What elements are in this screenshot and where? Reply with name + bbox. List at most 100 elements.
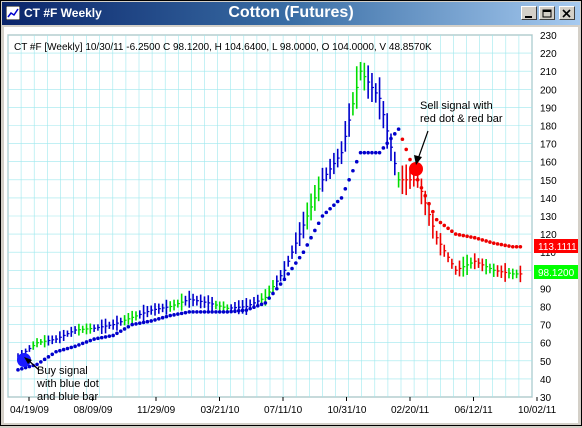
stop-dot xyxy=(431,209,435,214)
y-tick-label: 210 xyxy=(540,67,557,78)
stop-dot xyxy=(271,291,275,296)
stop-dot xyxy=(316,221,321,226)
stop-dot xyxy=(145,319,150,324)
price-bars xyxy=(17,61,523,362)
stop-dot xyxy=(392,132,397,136)
stop-dot xyxy=(20,366,24,371)
sell-annotation-line-1: Sell signal with xyxy=(420,100,493,112)
stop-dot xyxy=(61,347,66,352)
stop-dot xyxy=(103,335,108,339)
stop-dot xyxy=(419,185,424,190)
stop-dot xyxy=(305,243,310,247)
y-tick-label: 220 xyxy=(540,49,557,60)
x-tick-label: 10/31/10 xyxy=(328,405,367,416)
stop-dot xyxy=(385,141,389,146)
stop-dot xyxy=(202,310,207,314)
minimize-button[interactable] xyxy=(521,6,537,20)
stop-dot xyxy=(92,337,96,341)
maximize-button[interactable] xyxy=(539,6,555,20)
stop-dot xyxy=(332,203,336,207)
stop-dot xyxy=(476,237,481,241)
stop-dot xyxy=(157,317,161,321)
y-tick-label: 40 xyxy=(540,375,552,386)
chart-title: Cotton (Futures) xyxy=(228,4,354,21)
stop-dot xyxy=(244,308,249,312)
stop-dot xyxy=(240,308,245,313)
stop-price-text: 113.1111 xyxy=(538,242,577,253)
stop-dot xyxy=(54,349,58,354)
stop-dot xyxy=(73,344,77,349)
x-tick-label: 04/19/09 xyxy=(10,405,49,416)
stop-dot xyxy=(50,352,55,357)
x-tick-label: 02/20/11 xyxy=(391,405,430,416)
stop-dot xyxy=(510,244,515,249)
chart-plot-area[interactable]: 3040506070809010011012013014015016017018… xyxy=(4,27,578,423)
y-tick-label: 110 xyxy=(540,248,556,259)
stop-dot xyxy=(122,327,127,331)
buy-signal-annotation: Buy signal with blue dot and blue bar xyxy=(17,353,99,403)
sell-signal-dot xyxy=(409,162,423,176)
stop-dot xyxy=(297,255,302,260)
x-tick-label: 03/21/10 xyxy=(201,405,240,416)
stop-dot xyxy=(267,296,271,300)
stop-dot xyxy=(343,187,348,191)
stop-dot xyxy=(229,309,233,314)
stop-dot xyxy=(495,242,500,246)
y-tick-label: 160 xyxy=(540,158,557,169)
stop-dot xyxy=(423,193,428,198)
minimize-icon xyxy=(525,16,532,18)
stop-dot xyxy=(484,239,488,243)
stop-dot xyxy=(130,322,134,327)
maximize-icon xyxy=(542,9,552,18)
current-price-text: 98.1200 xyxy=(538,268,575,279)
stop-dot xyxy=(141,320,146,325)
stop-dot xyxy=(415,178,420,182)
stop-dot xyxy=(217,310,222,314)
stop-dot xyxy=(469,235,473,239)
stop-dot xyxy=(183,310,188,315)
y-tick-label: 230 xyxy=(540,31,557,42)
stop-dot xyxy=(335,199,340,204)
stop-dot xyxy=(16,368,20,372)
title-bar[interactable]: CT #F Weekly Cotton (Futures) xyxy=(2,2,580,25)
stop-dot xyxy=(236,309,241,313)
stop-dot xyxy=(198,310,203,314)
stop-dot xyxy=(347,178,351,182)
sell-annotation-line-2: red dot & red bar xyxy=(420,113,503,125)
stop-dot xyxy=(362,150,367,155)
stop-dot xyxy=(77,343,81,347)
stop-dot xyxy=(503,243,507,248)
stop-dot xyxy=(480,238,485,242)
stop-dot xyxy=(400,137,405,142)
y-tick-label: 120 xyxy=(540,230,557,241)
stop-dot xyxy=(499,242,504,247)
stop-dot xyxy=(324,210,329,215)
stop-dot xyxy=(137,321,142,325)
y-tick-label: 180 xyxy=(540,122,557,133)
stop-dot xyxy=(457,233,462,237)
stop-dot xyxy=(191,310,195,314)
close-button[interactable] xyxy=(559,6,575,20)
price-chart[interactable]: 3040506070809010011012013014015016017018… xyxy=(4,27,578,423)
stop-dot xyxy=(35,362,39,367)
trailing-stop-dots xyxy=(16,127,523,372)
stop-dot xyxy=(358,150,363,155)
stop-dot xyxy=(255,303,260,308)
stop-dot xyxy=(118,329,123,333)
stop-dot xyxy=(233,309,237,314)
stop-dot xyxy=(88,338,93,343)
stop-dot xyxy=(370,150,374,155)
close-icon xyxy=(562,9,571,18)
stop-dot xyxy=(450,229,454,234)
stop-dot xyxy=(99,335,104,340)
buy-signal-dot xyxy=(17,353,31,367)
stop-dot xyxy=(488,240,492,244)
stop-dot xyxy=(389,136,393,141)
stop-dot xyxy=(115,331,119,336)
y-tick-label: 190 xyxy=(540,103,557,114)
y-tick-label: 90 xyxy=(540,284,552,295)
stop-dot xyxy=(149,319,154,323)
stop-dot xyxy=(320,214,325,218)
stop-dot xyxy=(58,348,62,353)
